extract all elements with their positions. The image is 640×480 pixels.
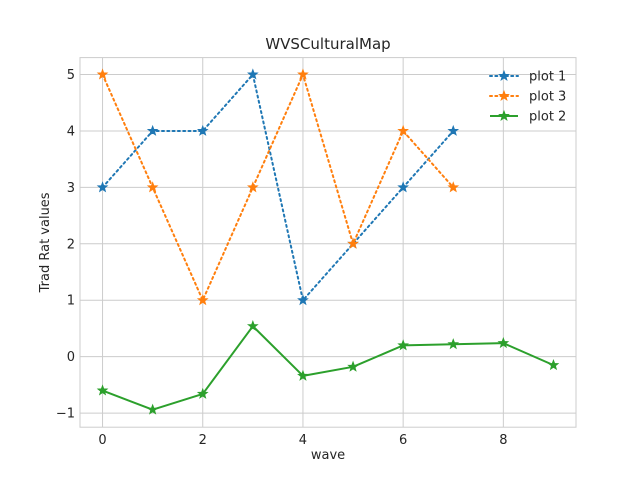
x-tick-label: 2	[199, 433, 207, 448]
series-line	[102, 325, 554, 411]
x-axis-label: wave	[311, 448, 345, 463]
legend-marker	[498, 109, 510, 121]
data-point	[96, 384, 109, 396]
data-point	[196, 294, 209, 306]
y-axis-label: Trad Rat values	[38, 192, 53, 293]
series-plot-1	[96, 68, 460, 306]
data-point	[247, 181, 259, 193]
legend-marker	[498, 69, 510, 81]
legend-item: plot 2	[490, 110, 566, 125]
data-point	[146, 181, 159, 193]
data-point	[397, 339, 409, 351]
series-line	[101, 73, 455, 302]
data-point	[297, 369, 309, 381]
legend: plot 1 plot 3 plot 2	[489, 69, 566, 125]
data-point	[447, 124, 460, 136]
x-tick-label: 0	[98, 433, 106, 448]
x-tick-label: 8	[499, 433, 507, 448]
x-tick-label: 4	[299, 433, 307, 448]
data-point	[447, 181, 460, 193]
data-point	[196, 387, 209, 399]
data-point	[146, 124, 159, 136]
tick-labels: 0 2 4 6 8 −1 0 1 2 3 4 5	[56, 68, 508, 448]
data-point	[96, 181, 109, 193]
series-layer	[96, 68, 560, 415]
data-point	[146, 403, 159, 415]
y-tick-label: 2	[67, 237, 75, 252]
data-point	[297, 294, 309, 306]
y-tick-label: 4	[67, 124, 75, 139]
legend-label: plot 1	[529, 70, 566, 85]
data-point	[247, 68, 259, 80]
data-point	[347, 237, 359, 249]
series-plot-2	[96, 320, 560, 415]
series-plot-3	[96, 68, 460, 306]
data-point	[497, 336, 510, 349]
data-point	[397, 181, 409, 193]
legend-item: plot 1	[489, 69, 566, 85]
data-point	[347, 360, 359, 372]
legend-marker	[498, 89, 510, 101]
y-tick-label: 3	[67, 181, 75, 196]
plot-area-frame	[79, 57, 577, 428]
data-point	[196, 124, 209, 136]
legend-item: plot 3	[489, 89, 566, 105]
data-point	[96, 68, 109, 80]
chart-title: WVSCulturalMap	[265, 35, 390, 53]
y-tick-label: 0	[67, 350, 75, 365]
legend-label: plot 3	[529, 90, 566, 105]
data-point	[547, 358, 560, 371]
data-point	[397, 124, 409, 136]
data-point	[297, 68, 309, 80]
y-tick-label: 5	[67, 68, 75, 83]
legend-label: plot 2	[529, 110, 566, 125]
series-line	[101, 73, 455, 302]
x-tick-label: 6	[399, 433, 407, 448]
data-point	[447, 338, 460, 350]
y-tick-label: −1	[56, 407, 75, 422]
data-point	[247, 320, 259, 332]
y-tick-label: 1	[67, 294, 75, 309]
